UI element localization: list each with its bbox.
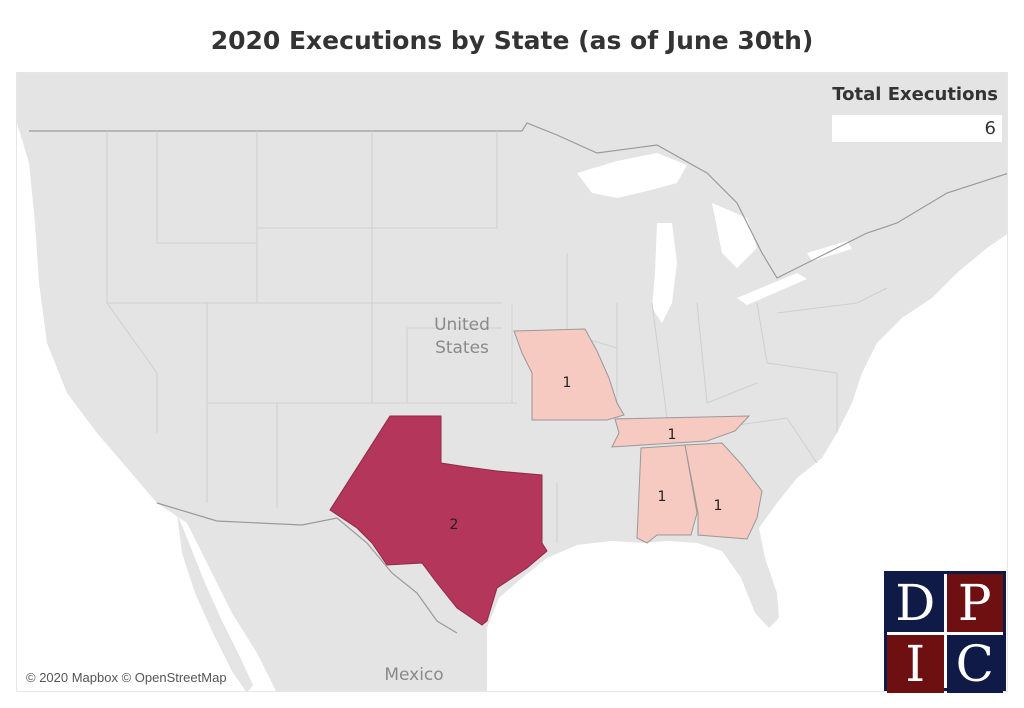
lake-erie [737, 273, 807, 305]
value-label-texas: 2 [450, 517, 459, 533]
state-georgia[interactable] [684, 442, 763, 540]
country-label-mexico: Mexico [384, 665, 443, 685]
logo-letter-c: C [946, 635, 1003, 693]
total-executions-panel: Total Executions 6 [832, 84, 1002, 142]
value-label-missouri: 1 [563, 375, 572, 391]
value-label-georgia: 1 [714, 498, 723, 514]
total-executions-label: Total Executions [832, 84, 998, 105]
dpic-logo: D P I C [884, 571, 1006, 693]
logo-letter-i: I [887, 635, 944, 693]
pacific-ocean [17, 123, 276, 691]
logo-letter-d: D [887, 574, 944, 632]
country-label-us-line1: United [434, 315, 490, 335]
map-view[interactable]: United States Mexico 1 1 1 1 2 [16, 72, 1008, 692]
map-canvas[interactable]: United States Mexico 1 1 1 1 2 [17, 73, 1008, 692]
state-borders [106, 131, 888, 543]
total-executions-value: 6 [832, 115, 1002, 142]
value-label-alabama: 1 [658, 489, 667, 505]
lake-michigan [652, 223, 677, 323]
state-missouri[interactable] [513, 328, 625, 421]
lake-superior [577, 153, 687, 198]
baja-california [177, 513, 253, 691]
logo-letter-p: P [946, 574, 1003, 632]
state-texas[interactable] [329, 415, 548, 626]
mexico-border [156, 502, 458, 634]
map-attribution[interactable]: © 2020 Mapbox © OpenStreetMap [26, 670, 227, 685]
country-label-us-line2: States [435, 338, 489, 358]
canada-border [29, 122, 1007, 279]
value-label-tennessee: 1 [668, 427, 677, 443]
map-title: 2020 Executions by State (as of June 30t… [210, 26, 814, 55]
state-tennessee[interactable] [611, 415, 751, 448]
gulf-of-mexico [487, 234, 1007, 691]
